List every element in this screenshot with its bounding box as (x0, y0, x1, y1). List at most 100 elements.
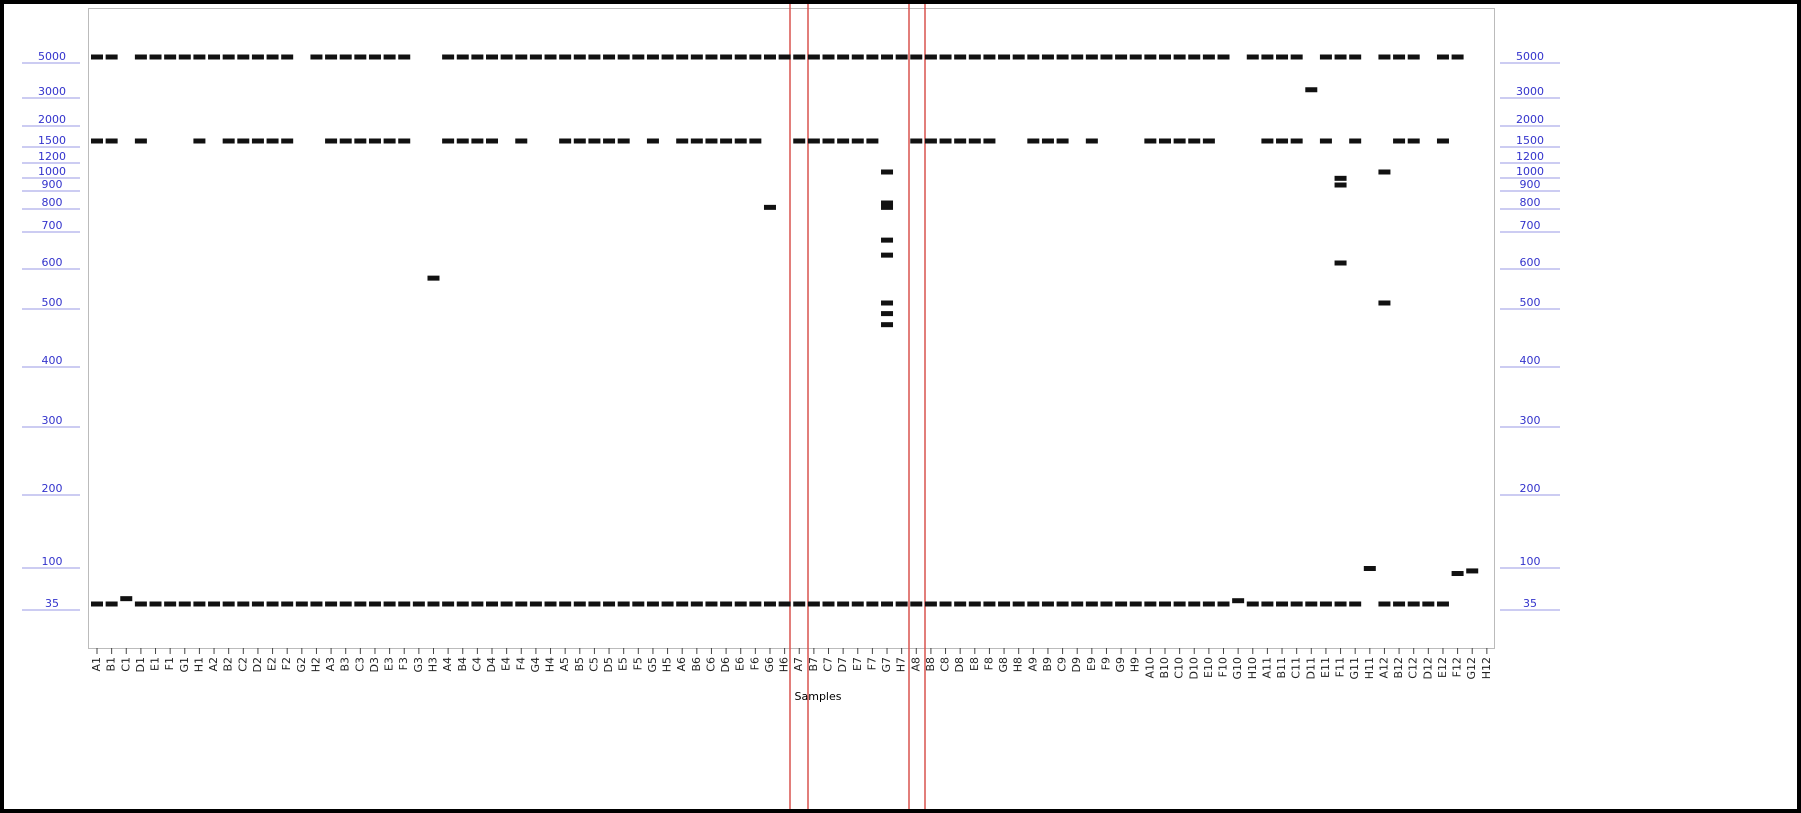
band (545, 602, 557, 607)
lane-label: A9 (1026, 657, 1039, 672)
band (881, 238, 893, 243)
band (340, 602, 352, 607)
band (559, 602, 571, 607)
band (808, 55, 820, 60)
band (1130, 55, 1142, 60)
y-tick-label: 1000 (1516, 165, 1544, 178)
lane-label: F1 (163, 657, 176, 670)
band (325, 55, 337, 60)
band (691, 602, 703, 607)
y-tick-label: 2000 (1516, 113, 1544, 126)
band (179, 602, 191, 607)
band (588, 139, 600, 144)
band (1027, 55, 1039, 60)
band (369, 139, 381, 144)
band (237, 55, 249, 60)
band (1218, 55, 1230, 60)
band (779, 602, 791, 607)
band (1057, 139, 1069, 144)
band (1378, 602, 1390, 607)
band (442, 55, 454, 60)
y-tick-label: 1000 (38, 165, 66, 178)
band (910, 55, 922, 60)
band (106, 139, 118, 144)
band (691, 139, 703, 144)
band (735, 55, 747, 60)
band (427, 602, 439, 607)
band (1247, 55, 1259, 60)
band (852, 139, 864, 144)
band (91, 55, 103, 60)
lane-label: H11 (1363, 657, 1376, 679)
lane-label: B8 (924, 657, 937, 672)
band (691, 55, 703, 60)
band (281, 55, 293, 60)
band (881, 170, 893, 175)
band (252, 139, 264, 144)
band (1393, 139, 1405, 144)
y-tick-label: 5000 (38, 50, 66, 63)
band (793, 602, 805, 607)
y-tick-label: 300 (1520, 414, 1541, 427)
band (193, 139, 205, 144)
band (120, 596, 132, 601)
band (559, 139, 571, 144)
y-tick-label: 700 (1520, 219, 1541, 232)
band (1188, 602, 1200, 607)
band (1320, 139, 1332, 144)
lane-label: D6 (719, 657, 732, 672)
band (881, 322, 893, 327)
band (237, 602, 249, 607)
lane-label: F3 (397, 657, 410, 670)
y-tick-label: 300 (42, 414, 63, 427)
band (457, 55, 469, 60)
band (1086, 55, 1098, 60)
y-tick-label: 200 (42, 482, 63, 495)
band (618, 602, 630, 607)
band (1144, 602, 1156, 607)
band (969, 55, 981, 60)
band (1437, 139, 1449, 144)
band (1305, 87, 1317, 92)
lane-label: E10 (1202, 657, 1215, 678)
y-tick-label: 1500 (1516, 134, 1544, 147)
band (369, 55, 381, 60)
band (969, 602, 981, 607)
band (940, 139, 952, 144)
band (588, 602, 600, 607)
band (1159, 55, 1171, 60)
band (1378, 55, 1390, 60)
band (1291, 602, 1303, 607)
band (1188, 55, 1200, 60)
band (325, 602, 337, 607)
lane-label: C1 (119, 657, 132, 672)
y-tick-label: 700 (42, 219, 63, 232)
y-tick-label: 5000 (1516, 50, 1544, 63)
band (471, 602, 483, 607)
band (954, 55, 966, 60)
band (764, 205, 776, 210)
band (193, 602, 205, 607)
band (647, 139, 659, 144)
lane-label: E11 (1319, 657, 1332, 678)
band (1261, 602, 1273, 607)
band (983, 139, 995, 144)
band (603, 602, 615, 607)
band (925, 139, 937, 144)
band (764, 55, 776, 60)
lane-label: G9 (1114, 657, 1127, 673)
band (1086, 602, 1098, 607)
band (398, 55, 410, 60)
band (910, 602, 922, 607)
band (764, 602, 776, 607)
band (1013, 602, 1025, 607)
band (1174, 602, 1186, 607)
band (1335, 261, 1347, 266)
band (384, 139, 396, 144)
x-axis-label: Samples (795, 690, 842, 703)
band (1071, 602, 1083, 607)
band (735, 139, 747, 144)
lane-label: B10 (1158, 657, 1171, 679)
band (135, 139, 147, 144)
band (735, 602, 747, 607)
